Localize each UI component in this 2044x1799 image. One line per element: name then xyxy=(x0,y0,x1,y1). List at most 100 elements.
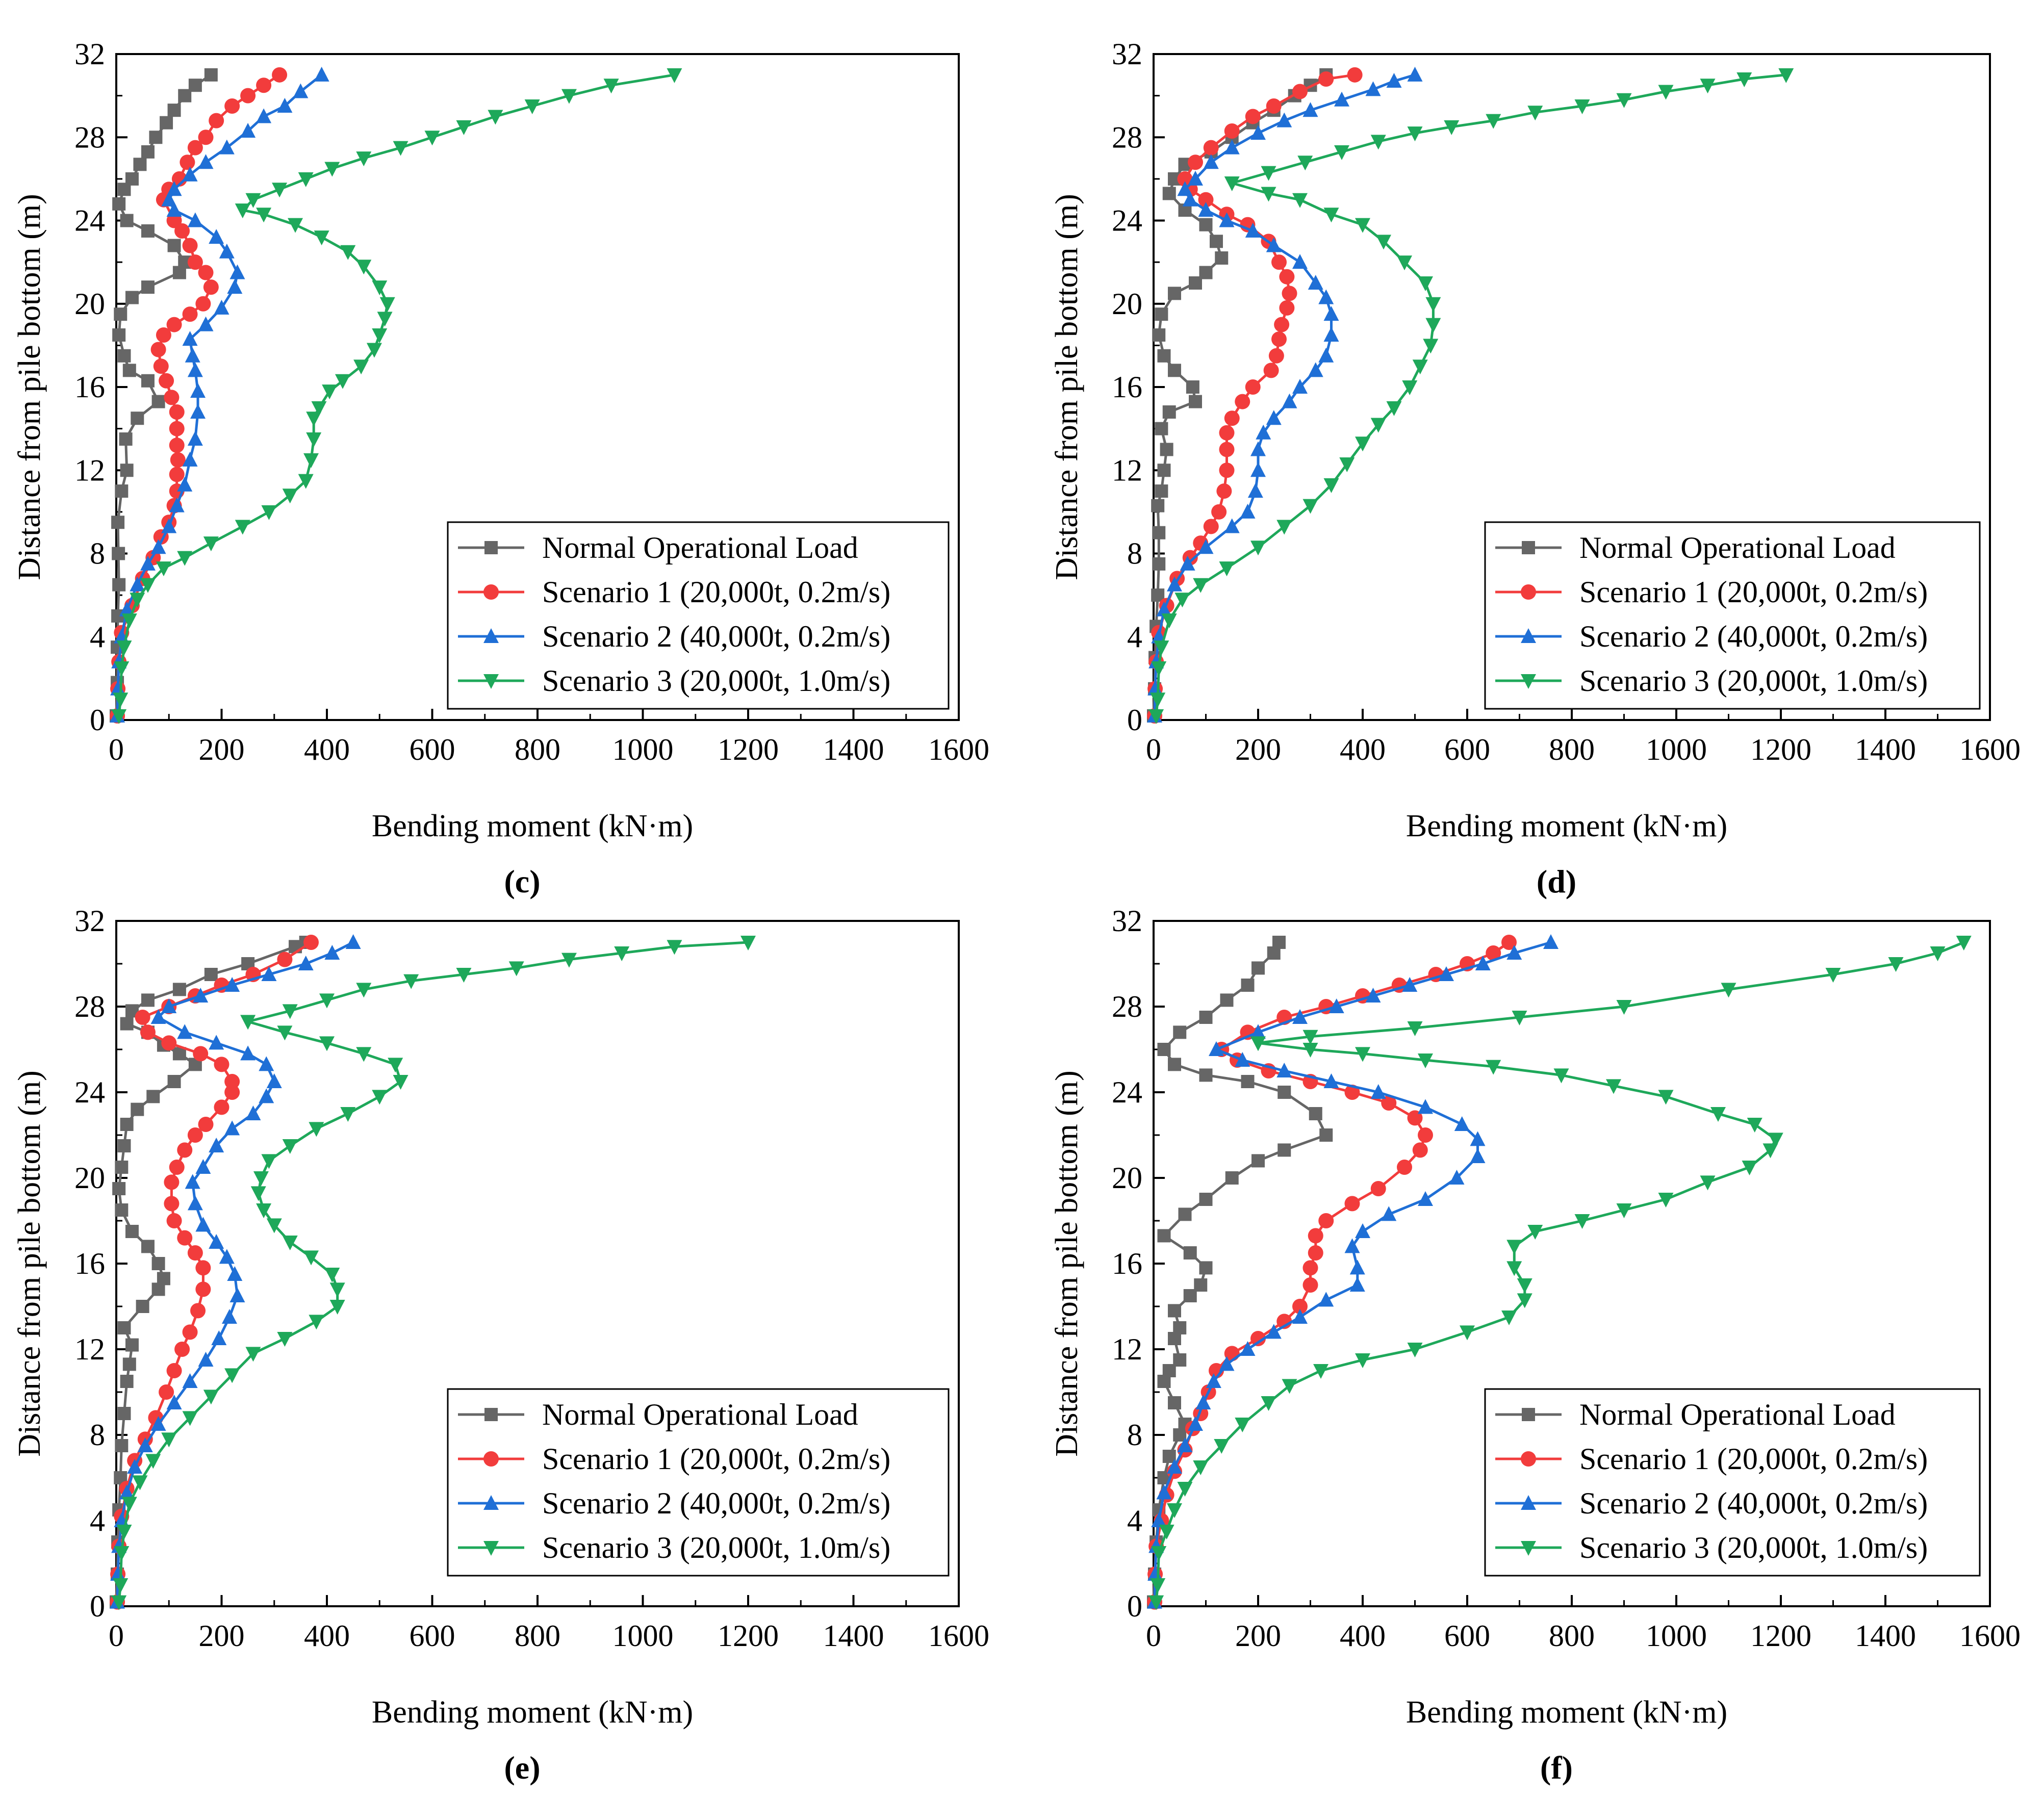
legend-label-s3: Scenario 3 (20,000t, 1.0m/s) xyxy=(1579,664,1928,698)
data-point-s3 xyxy=(1956,936,1972,950)
data-point-normal xyxy=(120,1375,134,1388)
data-point-s3 xyxy=(366,343,382,358)
y-tick-label: 32 xyxy=(74,37,105,71)
data-point-s1 xyxy=(156,327,171,343)
data-point-s3 xyxy=(561,953,577,968)
panel-label: (c) xyxy=(504,863,540,899)
data-point-s1 xyxy=(1397,1160,1412,1175)
data-point-s2 xyxy=(177,476,193,492)
data-point-normal xyxy=(112,197,126,211)
data-point-s2 xyxy=(1198,202,1214,217)
data-point-normal xyxy=(120,1118,134,1131)
data-point-s1 xyxy=(187,1127,203,1143)
data-point-s3 xyxy=(282,489,298,504)
data-point-s3 xyxy=(388,1058,403,1073)
data-point-s2 xyxy=(1256,424,1271,440)
data-point-s1 xyxy=(177,1142,193,1158)
data-point-s2 xyxy=(166,202,182,217)
data-point-normal xyxy=(122,364,136,377)
y-tick-label: 28 xyxy=(74,120,105,154)
x-tick-label: 1400 xyxy=(823,733,884,766)
data-point-s3 xyxy=(1658,85,1674,100)
data-point-s2 xyxy=(345,934,361,949)
data-point-normal xyxy=(1155,484,1168,498)
data-point-s1 xyxy=(1203,140,1219,156)
data-point-s3 xyxy=(250,1186,266,1201)
data-point-s3 xyxy=(1517,1278,1532,1293)
data-point-s1 xyxy=(198,1117,214,1132)
data-point-normal xyxy=(114,307,127,321)
data-point-s3 xyxy=(356,1047,372,1062)
y-tick-label: 0 xyxy=(90,1589,105,1623)
data-point-s2 xyxy=(1323,326,1339,342)
data-point-s3 xyxy=(277,1332,293,1347)
data-point-normal xyxy=(1155,307,1168,321)
data-point-s3 xyxy=(1313,1364,1328,1379)
data-point-s3 xyxy=(379,297,395,312)
data-point-s3 xyxy=(508,961,524,976)
data-point-s2 xyxy=(119,601,135,616)
data-point-s3 xyxy=(667,940,682,955)
data-point-normal xyxy=(141,280,155,294)
y-axis-label: Distance from pile bottom (m) xyxy=(12,194,47,580)
data-point-s1 xyxy=(1219,442,1235,457)
data-point-normal xyxy=(141,224,155,238)
data-point-normal xyxy=(167,1075,181,1088)
data-point-normal xyxy=(1220,993,1234,1007)
data-point-s2 xyxy=(1318,347,1334,363)
data-point-s3 xyxy=(356,151,372,167)
y-tick-label: 20 xyxy=(74,1161,105,1195)
data-point-s2 xyxy=(1349,1277,1365,1292)
data-point-normal xyxy=(117,1321,131,1334)
legend: Normal Operational Load Scenario 1 (20,00… xyxy=(1484,1388,1981,1577)
x-tick-label: 200 xyxy=(1235,733,1281,766)
legend-box xyxy=(1484,1388,1981,1577)
data-point-s3 xyxy=(1736,72,1752,87)
data-point-s2 xyxy=(1203,154,1219,169)
legend-marker-s2 xyxy=(483,1495,499,1510)
data-point-s2 xyxy=(1323,1073,1339,1088)
data-point-normal xyxy=(188,79,202,92)
data-point-s3 xyxy=(1235,1418,1250,1432)
legend-marker-s1 xyxy=(483,1451,499,1467)
data-point-normal xyxy=(1162,405,1176,419)
data-point-s1 xyxy=(209,113,224,128)
series-s2 xyxy=(1147,66,1423,723)
data-point-s2 xyxy=(324,945,340,960)
data-point-normal xyxy=(120,1017,134,1031)
data-point-s1 xyxy=(1308,1245,1323,1261)
data-point-s3 xyxy=(111,1595,127,1610)
data-point-normal xyxy=(160,116,173,130)
data-point-s1 xyxy=(140,1024,156,1040)
data-point-normal xyxy=(1173,1353,1187,1367)
data-point-normal xyxy=(1157,1043,1171,1056)
data-point-s2 xyxy=(1418,1099,1433,1114)
data-point-s2 xyxy=(314,66,329,82)
data-point-s3 xyxy=(111,709,127,724)
data-point-normal xyxy=(172,983,186,996)
data-point-s3 xyxy=(282,1236,298,1250)
panel-label: (f) xyxy=(1540,1750,1573,1786)
data-point-s3 xyxy=(1148,1595,1164,1610)
y-tick-label: 12 xyxy=(1112,1332,1142,1366)
data-point-normal xyxy=(112,547,125,560)
data-point-s1 xyxy=(150,342,166,357)
data-point-s3 xyxy=(121,613,137,629)
data-point-s2 xyxy=(127,1459,143,1474)
x-tick-label: 400 xyxy=(1340,733,1386,766)
data-point-s3 xyxy=(309,1122,324,1137)
data-point-s3 xyxy=(1768,1133,1783,1148)
data-point-s2 xyxy=(1543,934,1558,949)
data-point-s2 xyxy=(198,1352,214,1367)
data-point-s2 xyxy=(1195,1395,1211,1409)
data-point-s3 xyxy=(524,99,540,115)
data-point-s3 xyxy=(1762,1143,1778,1159)
data-point-s2 xyxy=(1188,1416,1203,1431)
data-point-s2 xyxy=(1365,988,1381,1003)
data-point-normal xyxy=(1210,235,1223,248)
data-point-s3 xyxy=(224,1368,240,1383)
chart-panel-d: 0 200 400 600 800 1000 1200 1400 1600 0 4 8 12 16 20 24… xyxy=(1050,37,2021,899)
data-point-s3 xyxy=(740,936,756,950)
x-axis-label: Bending moment (kN·m) xyxy=(372,809,693,843)
data-point-s1 xyxy=(190,1303,206,1319)
